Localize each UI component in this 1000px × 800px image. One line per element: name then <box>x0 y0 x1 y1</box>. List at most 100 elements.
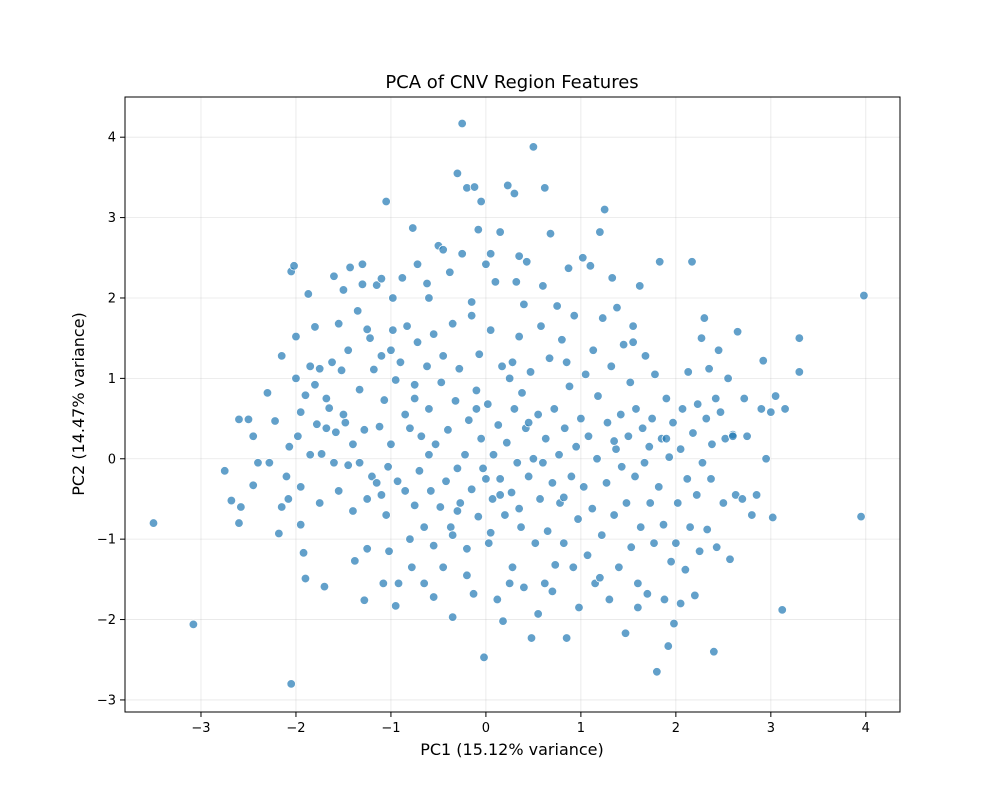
data-point <box>517 388 527 398</box>
data-point <box>685 522 695 532</box>
data-point <box>392 476 403 486</box>
data-point <box>485 325 496 335</box>
data-point <box>549 404 559 414</box>
data-point <box>687 257 697 267</box>
data-point <box>310 322 320 332</box>
data-point <box>644 442 654 452</box>
data-point <box>495 227 505 237</box>
data-point <box>343 345 353 355</box>
data-point <box>419 578 429 589</box>
data-point <box>443 425 453 435</box>
data-point <box>462 544 472 554</box>
data-point <box>283 494 294 504</box>
data-point <box>376 351 387 361</box>
data-point <box>649 538 659 548</box>
data-point <box>588 345 598 355</box>
data-point <box>550 560 560 570</box>
data-point <box>400 409 410 420</box>
data-point <box>329 458 339 468</box>
data-point <box>471 385 482 396</box>
data-point <box>253 458 263 468</box>
data-point <box>661 393 672 404</box>
data-point <box>478 463 488 474</box>
data-point <box>291 331 301 342</box>
data-point <box>395 357 406 367</box>
data-point <box>447 612 458 622</box>
data-point <box>642 589 653 599</box>
data-point <box>747 510 757 520</box>
data-point <box>597 530 607 540</box>
data-point <box>671 538 681 548</box>
axis-ticks: −3 −2 −1 0 1 2 3 4 −3 −2 −1 0 1 2 3 4 <box>97 131 870 736</box>
data-point <box>274 528 284 539</box>
data-point <box>561 357 572 367</box>
data-point <box>711 542 722 552</box>
data-point <box>220 466 230 476</box>
data-point <box>528 142 539 152</box>
data-point <box>659 594 670 605</box>
data-point <box>291 373 301 384</box>
data-point <box>277 351 287 361</box>
data-point <box>236 502 246 512</box>
data-point <box>633 602 643 613</box>
data-point <box>514 503 524 514</box>
data-point <box>379 395 389 405</box>
data-point <box>794 333 805 343</box>
data-point <box>469 182 480 192</box>
data-point <box>856 511 866 522</box>
data-point <box>611 444 621 454</box>
data-point <box>609 436 619 446</box>
data-point <box>723 373 733 384</box>
data-point <box>715 407 726 417</box>
data-point <box>711 393 721 404</box>
data-point <box>329 271 339 281</box>
data-point <box>338 285 349 295</box>
data-point <box>319 581 330 592</box>
data-point <box>654 482 664 492</box>
data-point <box>333 319 344 329</box>
y-tick-label: −1 <box>97 533 116 548</box>
data-point <box>493 420 503 430</box>
plot-frame <box>124 96 901 713</box>
data-point <box>386 439 396 449</box>
data-point <box>522 257 532 267</box>
data-point <box>621 498 632 508</box>
data-point <box>428 540 439 551</box>
data-point <box>500 510 510 520</box>
data-point <box>514 331 524 342</box>
data-point <box>618 339 629 350</box>
data-point <box>690 590 700 601</box>
data-point <box>566 471 577 482</box>
data-point <box>343 460 353 470</box>
data-point <box>628 337 638 347</box>
data-point <box>661 433 672 444</box>
data-point <box>381 510 391 520</box>
data-point <box>561 633 572 643</box>
data-point <box>234 518 244 528</box>
data-point <box>668 417 678 428</box>
data-point <box>441 476 451 486</box>
data-point <box>357 259 368 269</box>
data-point <box>416 431 427 441</box>
data-point <box>583 431 594 441</box>
data-point <box>409 380 420 390</box>
data-point <box>794 367 805 377</box>
data-point <box>704 364 714 374</box>
data-point <box>640 351 651 361</box>
data-point <box>383 462 393 472</box>
data-point <box>616 409 626 420</box>
data-point <box>359 595 370 605</box>
data-point <box>296 482 306 492</box>
data-point <box>281 471 292 482</box>
data-point <box>473 511 484 522</box>
data-point <box>468 589 479 599</box>
data-point <box>504 578 515 589</box>
data-point <box>664 452 674 462</box>
data-point <box>474 349 484 359</box>
data-point <box>519 582 529 593</box>
data-point <box>696 333 707 343</box>
data-point <box>557 335 567 345</box>
data-point <box>528 454 539 464</box>
data-point <box>699 313 710 323</box>
